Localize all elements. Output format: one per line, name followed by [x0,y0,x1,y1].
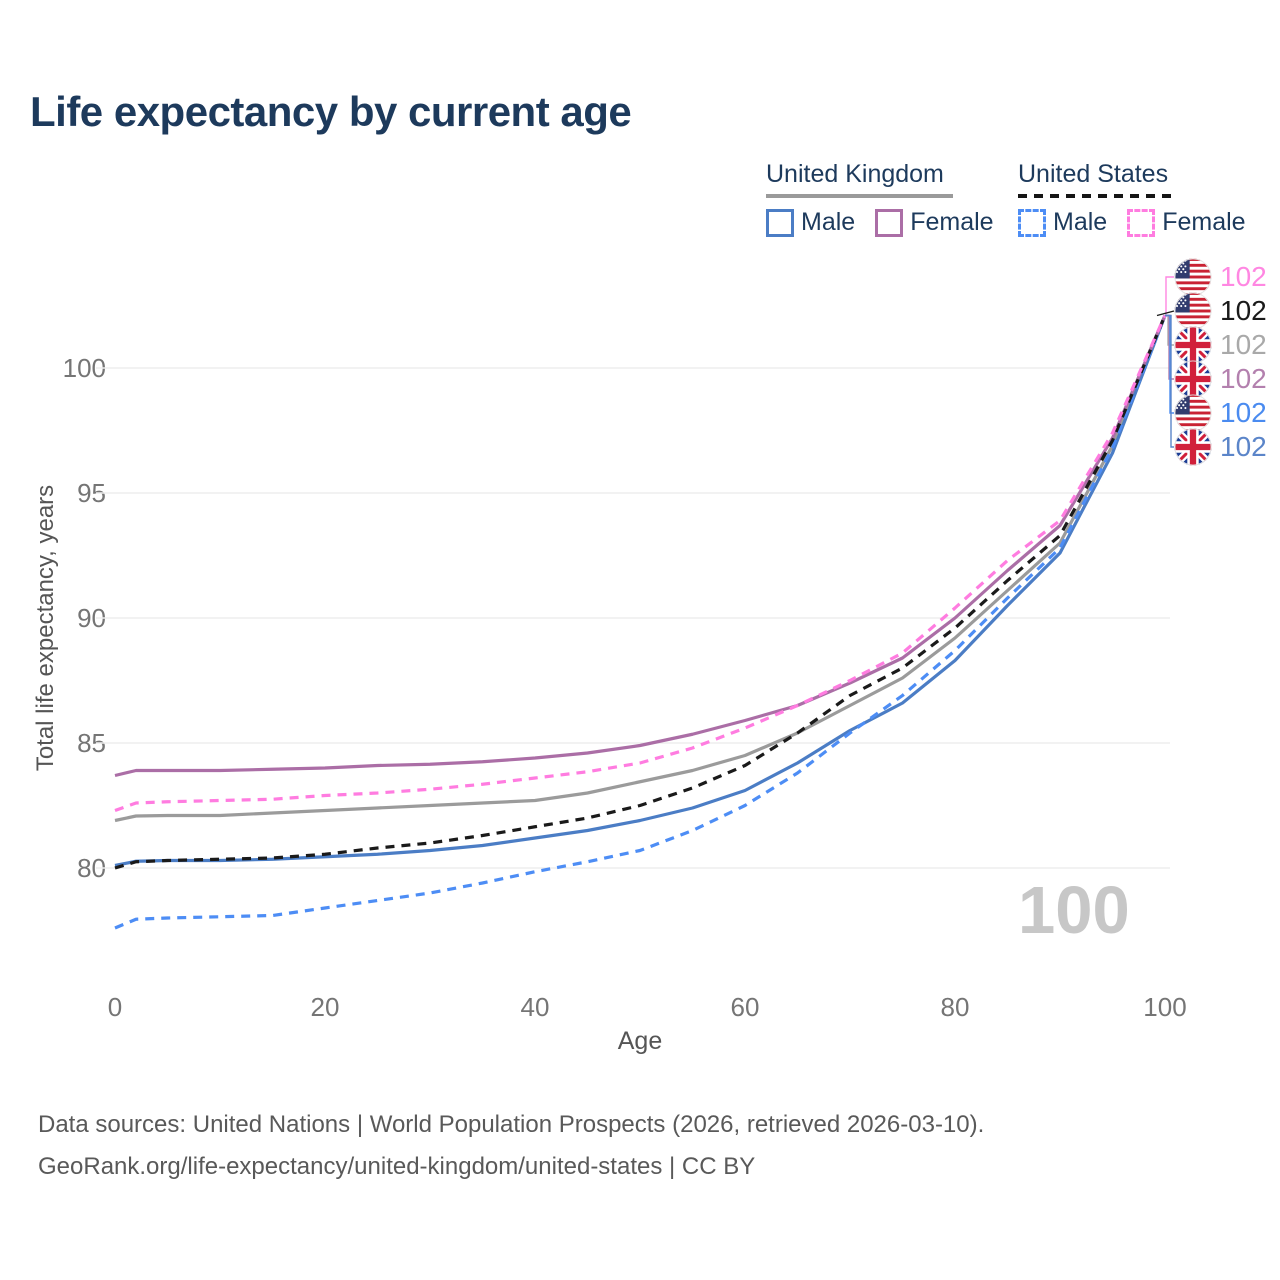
uk-line-style-sample [766,194,953,198]
page-title: Life expectancy by current age [30,88,632,135]
legend-item-uk-male[interactable]: Male [766,208,855,237]
x-tick-60: 60 [730,992,760,1022]
x-axis-title: Age [617,1027,663,1055]
us-flag-icon [1174,292,1212,330]
x-tick-80: 80 [940,992,970,1022]
series-line-uk-female[interactable] [114,314,1167,778]
leader-line-5 [1165,314,1174,448]
x-tick-40: 40 [520,992,550,1022]
us-line-style-sample [1018,194,1173,198]
legend-country-label-us: United States [1018,160,1169,188]
endpoint-annotation-uk-5: 102 [1174,428,1267,466]
endpoint-value-label: 102 [1220,261,1267,292]
legend-item-uk-female[interactable]: Female [875,208,994,237]
x-tick-0: 0 [107,992,123,1022]
uk-flag-icon [1174,360,1212,398]
source-url-line: GeoRank.org/life-expectancy/united-kingd… [38,1153,756,1180]
legend-item-us-female[interactable]: Female [1127,208,1246,237]
x-tick-20: 20 [310,992,340,1022]
x-tick-100: 100 [1143,992,1187,1022]
endpoint-value-label: 102 [1220,397,1267,428]
series-line-us-all[interactable] [114,314,1167,870]
uk-male-swatch [766,208,794,237]
leader-line-1 [1156,310,1175,317]
endpoint-value-label: 102 [1220,363,1267,394]
uk-female-swatch [875,208,904,237]
us-flag-icon [1174,258,1212,296]
uk-flag-icon [1174,428,1212,466]
endpoint-value-label: 102 [1220,329,1267,360]
series-line-us-male[interactable] [114,314,1167,930]
legend-group-united-states: United States Male Female [1018,160,1246,237]
endpoint-annotation-uk-3: 102 [1174,360,1267,398]
age-counter-watermark: 100 [1018,873,1130,948]
endpoint-annotation-us-4: 102 [1174,394,1267,432]
legend-item-us-male[interactable]: Male [1018,208,1107,237]
legend-item-label: Female [1162,208,1246,236]
series-line-us-female[interactable] [114,314,1167,813]
legend-item-label: Male [801,208,856,236]
series-line-uk-all[interactable] [114,314,1167,823]
endpoint-annotation-us-0: 102 [1174,258,1267,296]
leader-line-0 [1165,276,1174,317]
leader-line-4 [1165,314,1174,414]
legend-item-label: Female [910,208,994,236]
endpoint-annotation-us-1: 102 [1174,292,1267,330]
legend-item-label: Male [1053,208,1108,236]
us-flag-icon [1174,394,1212,432]
data-sources-line: Data sources: United Nations | World Pop… [38,1111,985,1138]
endpoint-value-label: 102 [1220,431,1267,462]
endpoint-value-label: 102 [1220,295,1267,326]
us-female-swatch [1127,208,1156,237]
legend-group-united-kingdom: United Kingdom Male Female [766,160,994,237]
uk-flag-icon [1174,326,1212,364]
endpoint-annotation-uk-2: 102 [1174,326,1267,364]
us-male-swatch [1018,208,1046,237]
legend-country-label-uk: United Kingdom [766,160,944,188]
attribution-footer: Data sources: United Nations | World Pop… [38,1104,984,1188]
